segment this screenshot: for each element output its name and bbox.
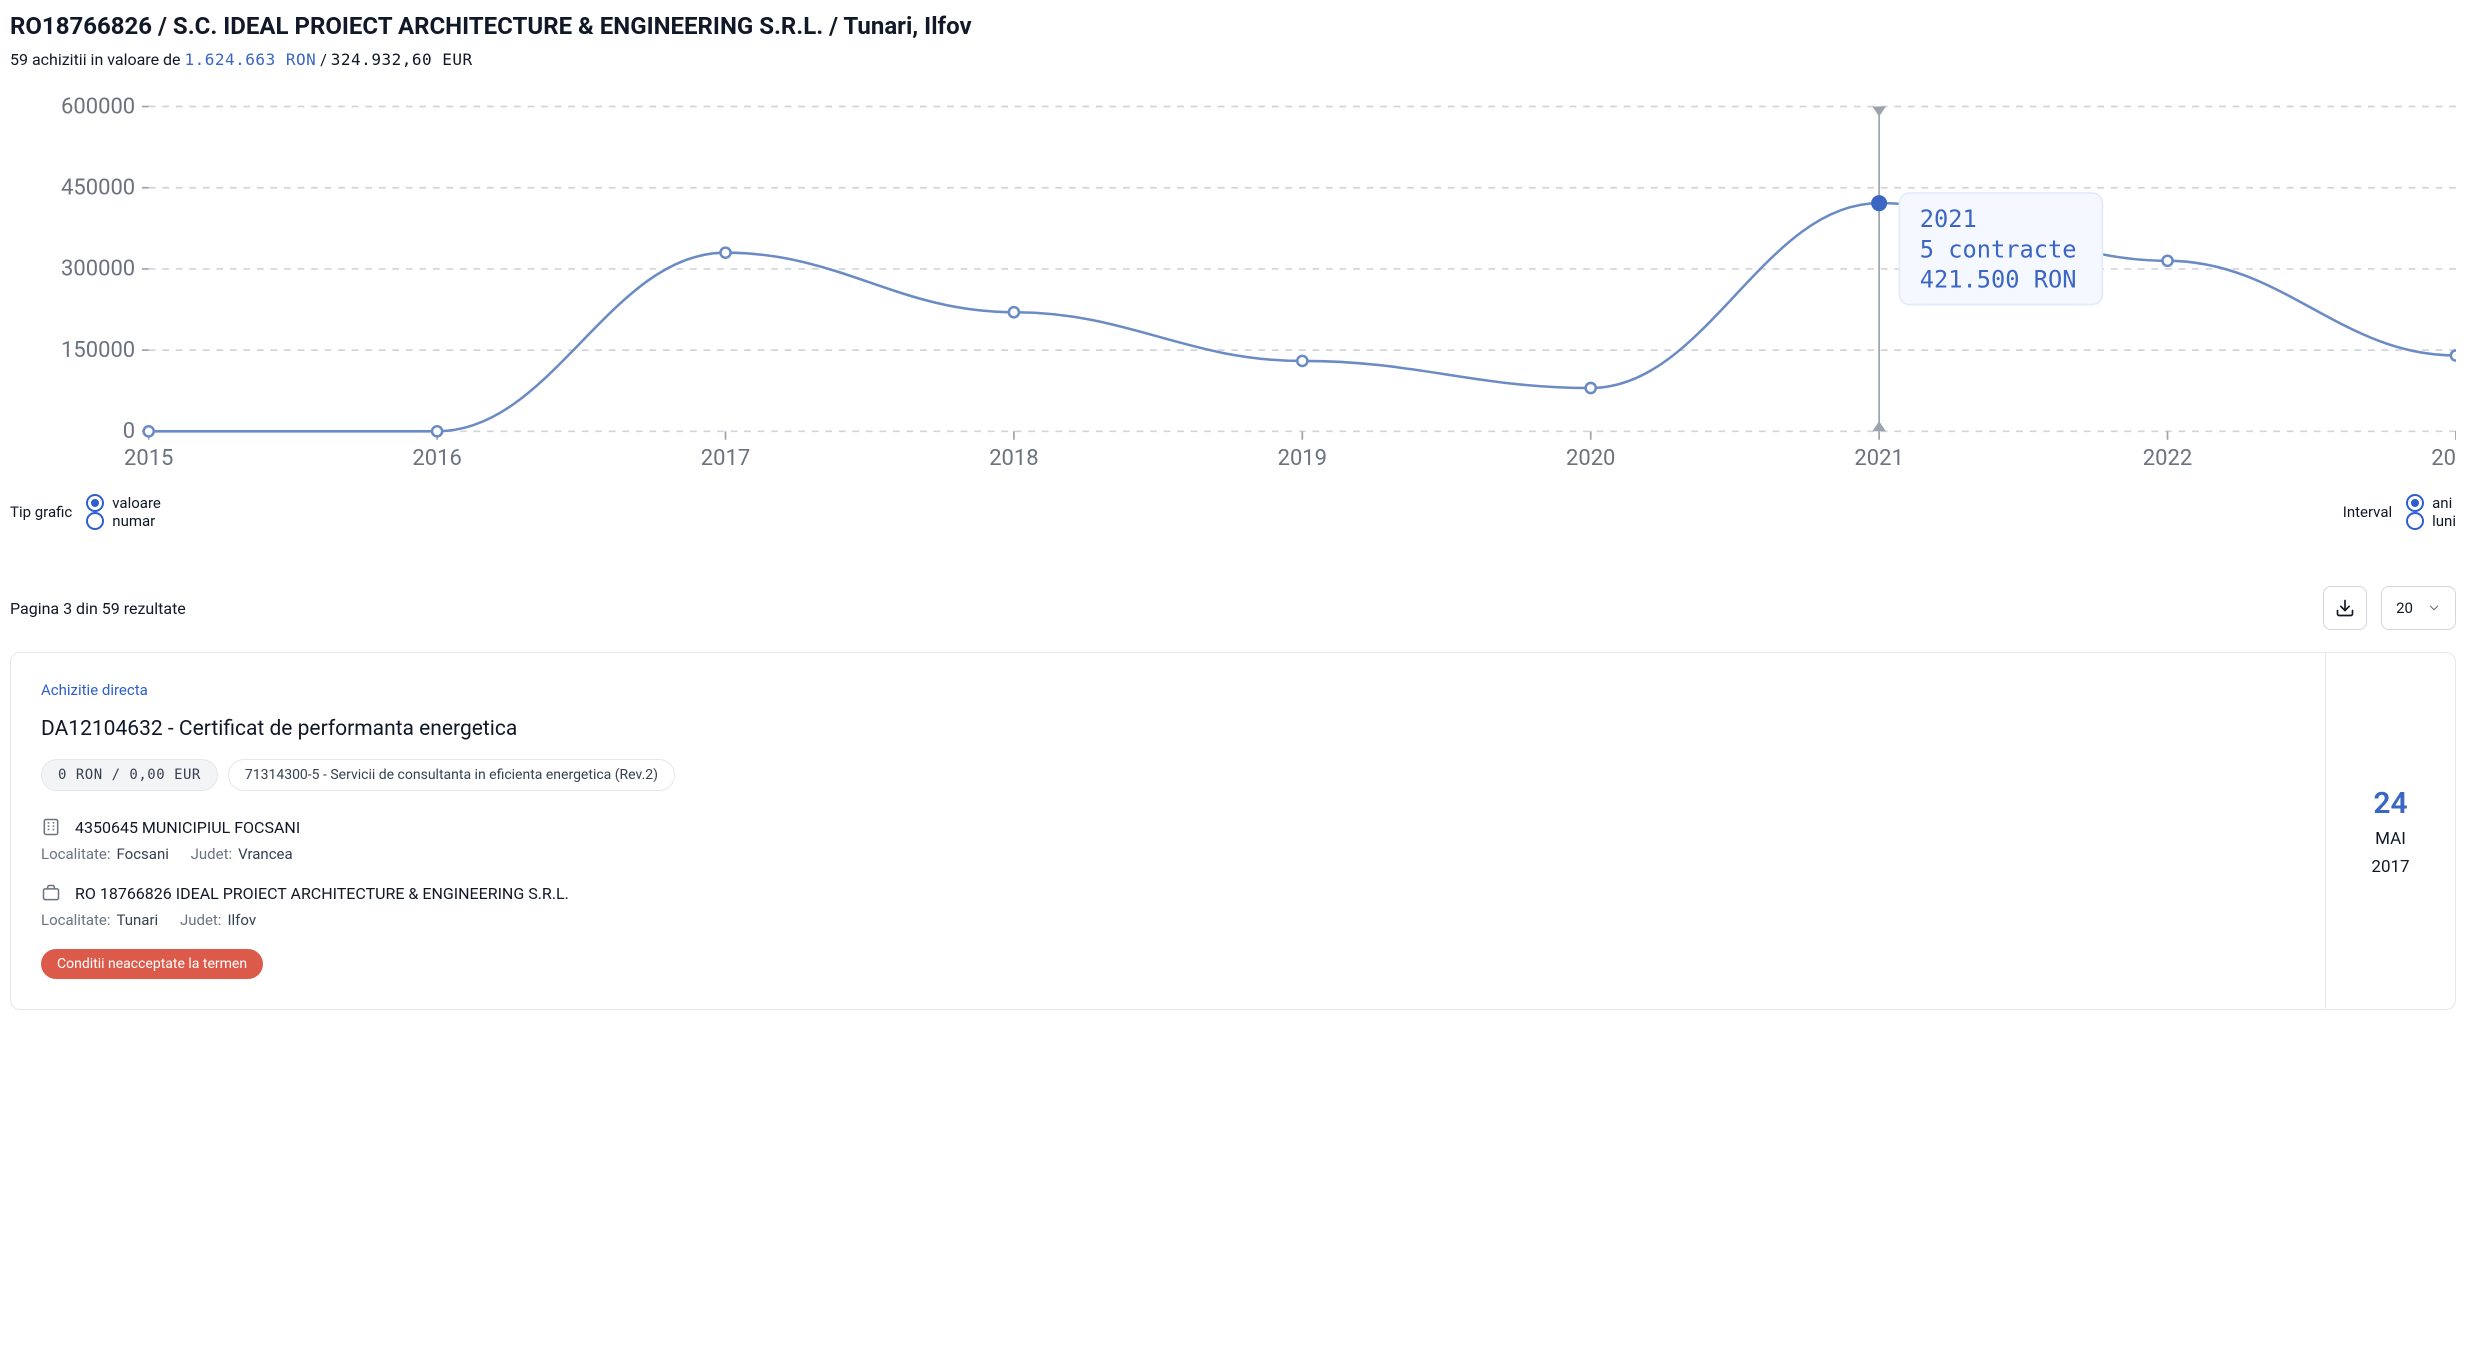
buyer-meta: Localitate: Focsani Judet: Vrancea: [41, 845, 2425, 863]
sup-loc: Tunari: [117, 911, 159, 929]
sup-jud-label: Judet:: [180, 911, 222, 929]
summary-line: 59 achizitii in valoare de 1.624.663 RON…: [10, 50, 2456, 69]
svg-text:0: 0: [123, 419, 135, 444]
buyer-loc: Focsani: [117, 845, 169, 863]
chart[interactable]: 0 150000 300000 450000 600000 2015 2016 2017 201…: [10, 93, 2456, 482]
tip-option-numar[interactable]: numar: [86, 512, 161, 530]
sup-jud: Ilfov: [227, 911, 256, 929]
svg-text:2019: 2019: [1278, 446, 1327, 471]
radio-icon: [2406, 494, 2424, 512]
date-month: MAI: [2375, 829, 2406, 849]
svg-text:2018: 2018: [989, 446, 1038, 471]
date-box: 24 MAI 2017: [2325, 653, 2455, 1009]
interval-option-label: luni: [2432, 512, 2456, 530]
tip-option-valoare[interactable]: valoare: [86, 494, 161, 512]
results-text: Pagina 3 din 59 rezultate: [10, 599, 186, 618]
svg-text:600000: 600000: [61, 94, 135, 119]
tip-option-label: valoare: [112, 494, 161, 512]
summary-eur: 324.932,60 EUR: [331, 50, 473, 69]
svg-text:2023: 2023: [2431, 446, 2456, 471]
svg-text:300000: 300000: [61, 257, 135, 282]
buyer-jud-label: Judet:: [191, 845, 233, 863]
download-icon: [2335, 598, 2355, 618]
radio-icon: [86, 494, 104, 512]
svg-text:2020: 2020: [1566, 446, 1615, 471]
svg-text:150000: 150000: [61, 338, 135, 363]
radio-icon: [2406, 512, 2424, 530]
svg-text:450000: 450000: [61, 175, 135, 200]
page-title: RO18766826 / S.C. IDEAL PROIECT ARCHITEC…: [10, 12, 2456, 40]
svg-text:421.500 RON: 421.500 RON: [1920, 266, 2077, 294]
summary-ron[interactable]: 1.624.663 RON: [185, 50, 317, 69]
interval-option-label: ani: [2432, 494, 2452, 512]
card-type[interactable]: Achizitie directa: [41, 681, 2425, 699]
cpv-pill: 71314300-5 - Servicii de consultanta in …: [228, 759, 675, 791]
result-card: Achizitie directa DA12104632 - Certifica…: [10, 652, 2456, 1010]
sup-loc-label: Localitate:: [41, 911, 111, 929]
svg-text:2017: 2017: [701, 446, 750, 471]
buyer-jud: Vrancea: [238, 845, 293, 863]
date-day: 24: [2373, 786, 2407, 821]
building-icon: [41, 817, 61, 837]
status-badge: Conditii neacceptate la termen: [41, 949, 263, 979]
price-pill: 0 RON / 0,00 EUR: [41, 759, 218, 791]
summary-sep: /: [320, 50, 331, 69]
buyer-name[interactable]: 4350645 MUNICIPIUL FOCSANI: [75, 818, 300, 837]
summary-prefix: 59 achizitii in valoare de: [10, 50, 185, 69]
interval-option-luni[interactable]: luni: [2406, 512, 2456, 530]
radio-icon: [86, 512, 104, 530]
supplier-row: RO 18766826 IDEAL PROIECT ARCHITECTURE &…: [41, 883, 2425, 903]
page-size-value: 20: [2396, 599, 2413, 617]
interval-group: Interval aniluni: [2343, 494, 2456, 530]
date-year: 2017: [2371, 857, 2409, 877]
tip-option-label: numar: [112, 512, 155, 530]
buyer-loc-label: Localitate:: [41, 845, 111, 863]
chart-type-group: Tip grafic valoarenumar: [10, 494, 161, 530]
svg-text:2021: 2021: [1854, 446, 1903, 471]
supplier-meta: Localitate: Tunari Judet: Ilfov: [41, 911, 2425, 929]
svg-text:2016: 2016: [412, 446, 461, 471]
interval-label: Interval: [2343, 503, 2392, 521]
svg-text:2022: 2022: [2143, 446, 2192, 471]
card-title[interactable]: DA12104632 - Certificat de performanta e…: [41, 717, 2425, 741]
svg-text:5 contracte: 5 contracte: [1920, 235, 2077, 263]
svg-text:2021: 2021: [1920, 205, 1977, 233]
chevron-down-icon: [2427, 601, 2441, 615]
briefcase-icon: [41, 883, 61, 903]
download-button[interactable]: [2323, 586, 2367, 630]
page-size-select[interactable]: 20: [2381, 586, 2456, 630]
supplier-name[interactable]: RO 18766826 IDEAL PROIECT ARCHITECTURE &…: [75, 884, 569, 903]
svg-text:2015: 2015: [124, 446, 173, 471]
buyer-row: 4350645 MUNICIPIUL FOCSANI: [41, 817, 2425, 837]
chart-type-label: Tip grafic: [10, 503, 72, 521]
interval-option-ani[interactable]: ani: [2406, 494, 2456, 512]
